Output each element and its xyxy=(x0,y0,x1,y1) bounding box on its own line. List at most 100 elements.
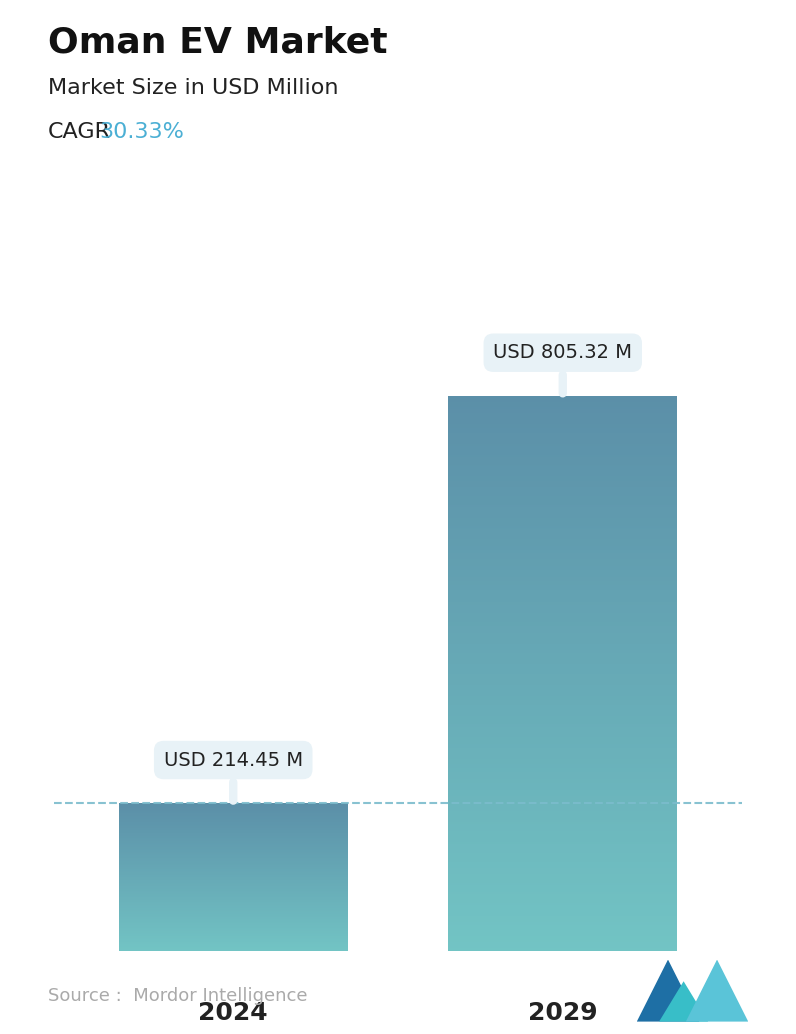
Bar xyxy=(448,590,677,592)
Bar xyxy=(448,470,677,472)
Bar xyxy=(448,586,677,588)
Bar xyxy=(448,555,677,557)
Bar xyxy=(448,595,677,596)
Bar xyxy=(448,809,677,811)
Text: USD 214.45 M: USD 214.45 M xyxy=(164,751,302,800)
Bar xyxy=(448,881,677,883)
Bar xyxy=(448,560,677,562)
Bar xyxy=(448,776,677,778)
Bar xyxy=(448,461,677,463)
Bar xyxy=(448,837,677,839)
Bar xyxy=(448,796,677,797)
Bar xyxy=(448,537,677,539)
Bar xyxy=(448,792,677,794)
Bar xyxy=(448,633,677,635)
Bar xyxy=(448,876,677,877)
Bar xyxy=(448,524,677,525)
Bar xyxy=(448,520,677,522)
Bar xyxy=(448,604,677,605)
Bar xyxy=(448,937,677,938)
Bar xyxy=(448,839,677,841)
Bar xyxy=(448,559,677,560)
Bar xyxy=(448,472,677,474)
Bar xyxy=(448,938,677,940)
Bar xyxy=(448,872,677,874)
Bar xyxy=(448,656,677,657)
Bar xyxy=(448,902,677,903)
Bar xyxy=(448,476,677,478)
Bar xyxy=(448,431,677,433)
Bar xyxy=(448,844,677,846)
Bar xyxy=(448,842,677,844)
Bar xyxy=(448,829,677,831)
Bar xyxy=(448,742,677,744)
Bar xyxy=(448,567,677,569)
Bar xyxy=(448,480,677,481)
Bar xyxy=(448,637,677,639)
Bar xyxy=(448,639,677,640)
Bar xyxy=(448,562,677,565)
Text: Market Size in USD Million: Market Size in USD Million xyxy=(48,78,338,97)
Bar xyxy=(448,578,677,579)
Bar xyxy=(448,859,677,860)
Bar xyxy=(448,630,677,631)
Bar xyxy=(448,446,677,448)
Bar xyxy=(448,900,677,902)
Bar xyxy=(448,455,677,457)
Bar xyxy=(448,805,677,807)
Bar xyxy=(448,894,677,895)
Text: CAGR: CAGR xyxy=(48,122,111,142)
Bar xyxy=(448,605,677,607)
Bar xyxy=(448,504,677,506)
Bar xyxy=(448,600,677,602)
Bar xyxy=(448,677,677,679)
Bar xyxy=(448,509,677,511)
Bar xyxy=(448,898,677,900)
Bar xyxy=(448,614,677,616)
Bar xyxy=(448,841,677,842)
Bar xyxy=(448,740,677,742)
Bar xyxy=(448,548,677,550)
Text: Oman EV Market: Oman EV Market xyxy=(48,26,388,60)
Bar xyxy=(448,618,677,620)
Bar xyxy=(448,905,677,907)
Bar xyxy=(448,534,677,535)
Bar xyxy=(448,755,677,757)
Bar xyxy=(448,759,677,761)
Bar xyxy=(448,923,677,925)
Bar xyxy=(448,569,677,570)
Bar xyxy=(448,811,677,813)
Bar xyxy=(448,911,677,912)
Bar xyxy=(448,498,677,499)
Bar xyxy=(448,452,677,454)
Text: 2024: 2024 xyxy=(198,1001,268,1025)
Text: USD 805.32 M: USD 805.32 M xyxy=(494,343,632,393)
Bar xyxy=(448,942,677,944)
Bar xyxy=(448,827,677,829)
Bar xyxy=(448,648,677,649)
Bar xyxy=(448,946,677,947)
Bar xyxy=(448,598,677,600)
Bar xyxy=(448,445,677,446)
Bar xyxy=(448,820,677,822)
Bar xyxy=(448,925,677,927)
Bar xyxy=(448,429,677,431)
Bar xyxy=(448,483,677,485)
Bar xyxy=(448,613,677,614)
Bar xyxy=(448,879,677,881)
Bar xyxy=(448,724,677,726)
Bar xyxy=(448,860,677,862)
Text: Source :  Mordor Intelligence: Source : Mordor Intelligence xyxy=(48,987,307,1005)
Bar xyxy=(448,516,677,518)
Bar xyxy=(448,499,677,501)
Bar xyxy=(448,541,677,542)
Bar xyxy=(448,787,677,789)
Bar xyxy=(448,422,677,424)
Bar xyxy=(448,478,677,480)
Bar xyxy=(448,674,677,675)
Bar xyxy=(448,492,677,494)
Text: 30.33%: 30.33% xyxy=(100,122,185,142)
Bar xyxy=(448,506,677,507)
Bar xyxy=(448,396,677,398)
Bar xyxy=(448,712,677,714)
